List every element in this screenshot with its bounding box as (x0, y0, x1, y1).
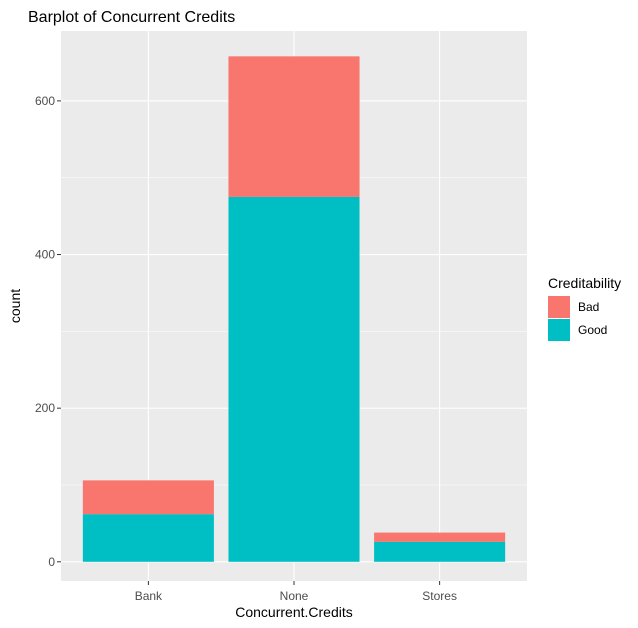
x-axis: Bank None Stores (135, 581, 457, 603)
y-tick-label: 400 (35, 248, 55, 262)
legend-title: Creditability (548, 275, 621, 291)
legend-items: Bad Good (548, 296, 607, 341)
chart-title: Barplot of Concurrent Credits (28, 9, 235, 26)
legend: Creditability Bad Good (548, 275, 621, 341)
bar-stores-bad (374, 532, 506, 542)
bar-bank-bad (82, 480, 214, 515)
y-axis: 0 200 400 600 (35, 94, 61, 569)
legend-key-bad (548, 296, 570, 318)
y-tick-label: 200 (35, 401, 55, 415)
legend-label-bad: Bad (578, 300, 599, 314)
y-tick-label: 600 (35, 94, 55, 108)
x-tick-label: Bank (135, 589, 163, 603)
legend-key-good (548, 319, 570, 341)
x-tick-label: None (280, 589, 309, 603)
bars (82, 56, 506, 562)
y-axis-title: count (7, 289, 23, 323)
bar-stores-good (374, 541, 506, 562)
bar-none-bad (228, 56, 360, 197)
legend-label-good: Good (578, 323, 607, 337)
x-axis-title: Concurrent.Credits (235, 604, 353, 620)
y-tick-label: 0 (48, 555, 55, 569)
bar-none-good (228, 196, 360, 562)
x-tick-label: Stores (422, 589, 457, 603)
bar-bank-good (82, 514, 214, 562)
